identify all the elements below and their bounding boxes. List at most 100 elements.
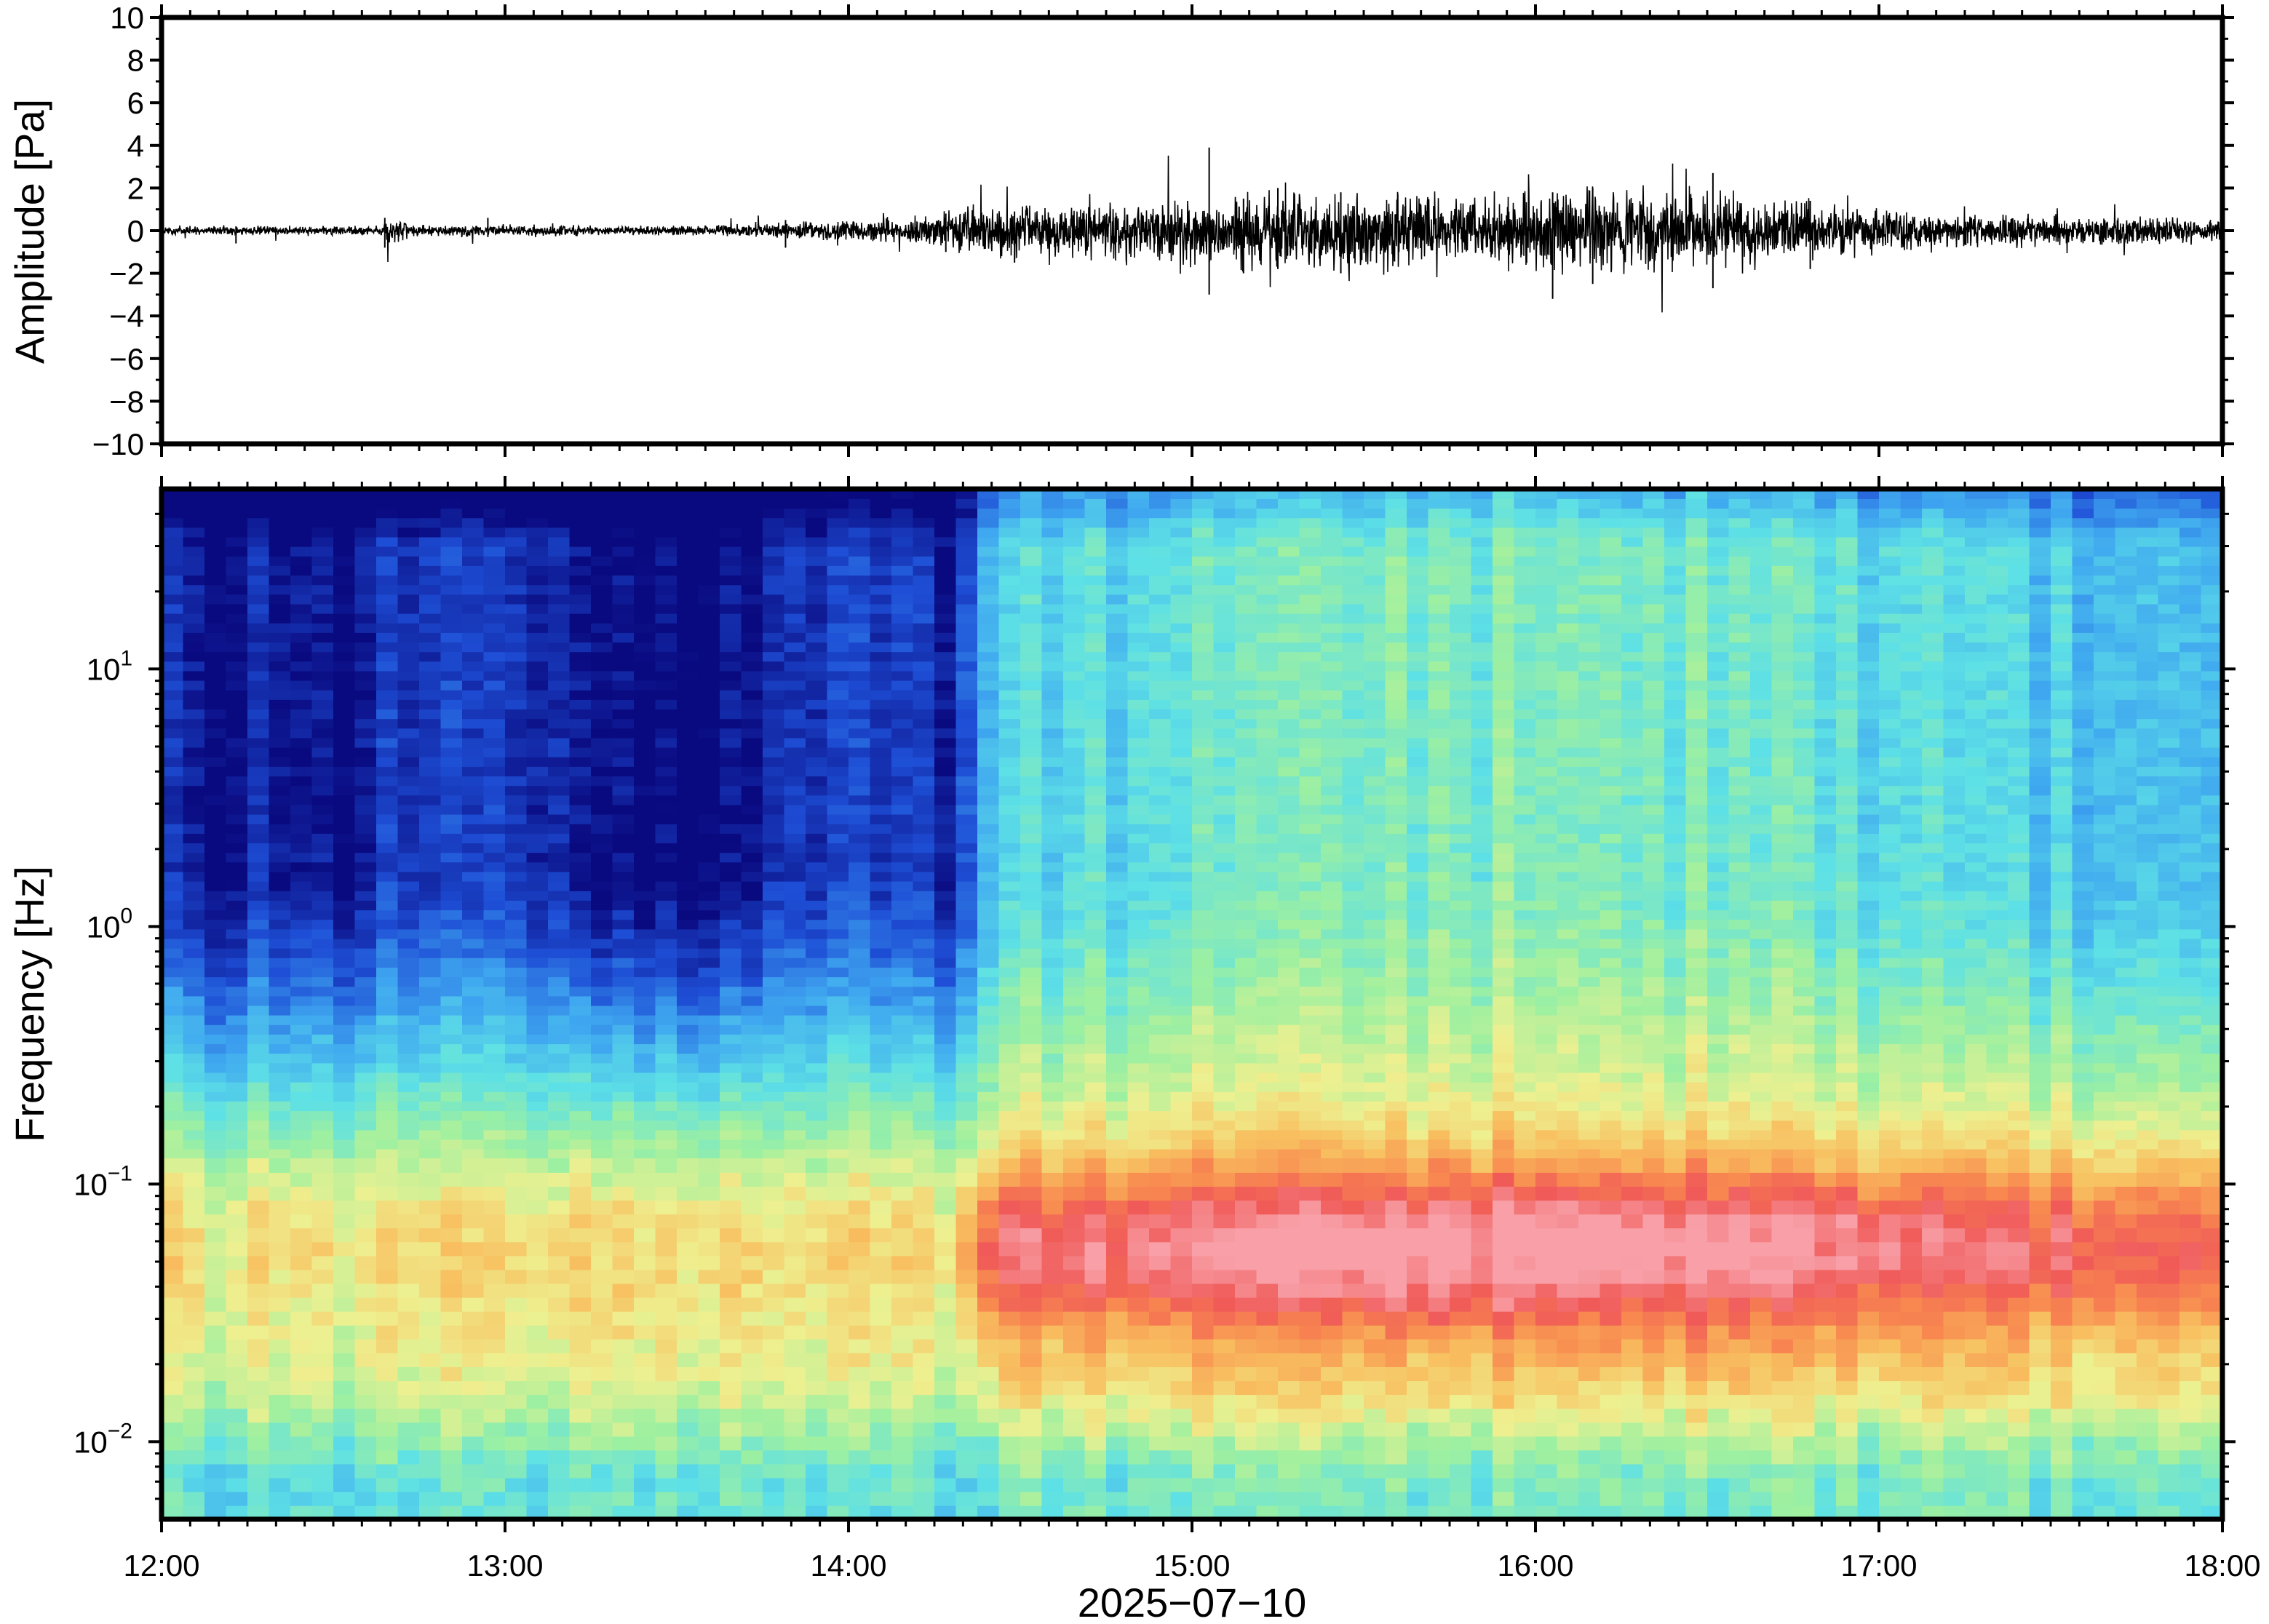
spectrogram-cell: [204, 1024, 227, 1035]
spectrogram-cell: [440, 1172, 463, 1187]
spectrogram-cell: [290, 1449, 313, 1465]
spectrogram-cell: [720, 1422, 742, 1437]
spectrogram-cell: [955, 680, 978, 690]
spectrogram-cell: [763, 1449, 785, 1465]
spectrogram-cell: [440, 785, 463, 796]
spectrogram-cell: [247, 527, 270, 538]
spectrogram-cell: [162, 1477, 184, 1492]
spectrogram-cell: [977, 757, 1000, 767]
spectrogram-cell: [955, 1043, 978, 1054]
spectrogram-cell: [526, 947, 549, 958]
spectrogram-cell: [311, 1120, 334, 1131]
spectrogram-cell: [1063, 498, 1086, 509]
spectrogram-cell: [247, 1072, 270, 1083]
spectrogram-cell: [591, 690, 613, 700]
spectrogram-cell: [440, 508, 463, 519]
spectrogram-cell: [183, 785, 205, 796]
spectrogram-cell: [1084, 1148, 1107, 1159]
spectrogram-cell: [870, 824, 892, 834]
spectrogram-cell: [226, 1394, 248, 1409]
spectrogram-cell: [226, 1014, 248, 1025]
spectrogram-cell: [849, 861, 871, 872]
spectrogram-cell: [333, 1297, 356, 1312]
spectrogram-cell: [934, 651, 957, 662]
spectrogram-cell: [870, 508, 892, 519]
spectrogram-cell: [1149, 919, 1172, 930]
spectrogram-cell: [269, 1353, 291, 1367]
spectrogram-cell: [269, 813, 291, 824]
spectrogram-cell: [977, 813, 1000, 824]
spectrogram-cell: [1106, 642, 1129, 653]
spectrogram-cell: [698, 813, 720, 824]
spectrogram-cell: [806, 1214, 828, 1229]
spectrogram-cell: [1170, 986, 1193, 997]
spectrogram-cell: [1041, 852, 1064, 863]
spectrogram-cell: [591, 871, 613, 882]
spectrogram-cell: [1149, 833, 1172, 844]
spectrogram-cell: [269, 909, 291, 920]
spectrogram-cell: [870, 623, 892, 633]
spectrogram-cell: [419, 575, 442, 586]
spectrogram-cell: [934, 1463, 957, 1478]
spectrogram-cell: [1213, 976, 1236, 987]
spectrogram-cell: [655, 1101, 677, 1112]
spectrogram-cell: [1084, 1310, 1107, 1326]
spectrogram-cell: [827, 843, 849, 853]
spectrogram-cell: [1020, 1148, 1043, 1159]
spectrogram-cell: [698, 498, 720, 509]
spectrogram-cell: [806, 1101, 828, 1112]
spectrogram-cell: [162, 958, 184, 968]
spectrogram-cell: [397, 527, 420, 538]
spectrogram-cell: [634, 1034, 656, 1045]
spectrogram-cell: [397, 891, 420, 901]
spectrogram-cell: [162, 938, 184, 949]
spectrogram-cell: [1041, 1297, 1064, 1312]
spectrogram-cell: [204, 632, 227, 643]
spectrogram-cell: [1149, 1053, 1172, 1064]
spectrogram-cell: [204, 1366, 227, 1382]
spectrogram-cell: [741, 1072, 763, 1083]
spectrogram-cell: [698, 1324, 720, 1340]
spectrogram-cell: [462, 928, 485, 939]
spectrogram-cell: [870, 938, 892, 949]
spectrogram-cell: [333, 1463, 356, 1478]
spectrogram-cell: [1127, 1129, 1150, 1140]
spectrogram-cell: [1149, 699, 1172, 710]
spectrogram-cell: [784, 1353, 806, 1367]
spectrogram-cell: [333, 718, 356, 729]
spectrogram-cell: [612, 919, 635, 930]
spectrogram-cell: [440, 967, 463, 978]
spectrogram-cell: [741, 1436, 763, 1451]
spectrogram-cell: [376, 1200, 399, 1215]
spectrogram-cell: [354, 1081, 377, 1092]
spectrogram-cell: [1127, 1505, 1150, 1520]
spectrogram-cell: [591, 804, 613, 815]
spectrogram-cell: [462, 1366, 485, 1382]
spectrogram-cell: [311, 565, 334, 576]
spectrogram-cell: [204, 766, 227, 777]
spectrogram-cell: [462, 813, 485, 824]
spectrogram-cell: [677, 852, 699, 863]
spectrogram-cell: [483, 1422, 506, 1437]
spectrogram-cell: [419, 1101, 442, 1112]
spectrogram-cell: [784, 900, 806, 911]
spectrogram-cell: [204, 919, 227, 930]
spectrogram-cell: [1063, 1129, 1086, 1140]
spectrogram-cell: [354, 1477, 377, 1492]
spectrogram-cell: [354, 690, 377, 700]
spectrogram-cell: [1127, 623, 1150, 633]
spectrogram-cell: [1020, 1005, 1043, 1016]
spectrogram-cell: [505, 928, 528, 939]
spectrogram-cell: [934, 517, 957, 528]
spectrogram-cell: [1063, 1101, 1086, 1112]
spectrogram-cell: [827, 1310, 849, 1326]
spectrogram-cell: [591, 976, 613, 987]
spectrogram-cell: [849, 976, 871, 987]
spectrogram-cell: [569, 1214, 592, 1229]
spectrogram-cell: [440, 1353, 463, 1367]
spectrogram-cell: [483, 536, 506, 547]
spectrogram-cell: [806, 1366, 828, 1382]
spectrogram-cell: [1106, 1339, 1129, 1353]
spectrogram-cell: [226, 1380, 248, 1396]
spectrogram-cell: [698, 1062, 720, 1073]
